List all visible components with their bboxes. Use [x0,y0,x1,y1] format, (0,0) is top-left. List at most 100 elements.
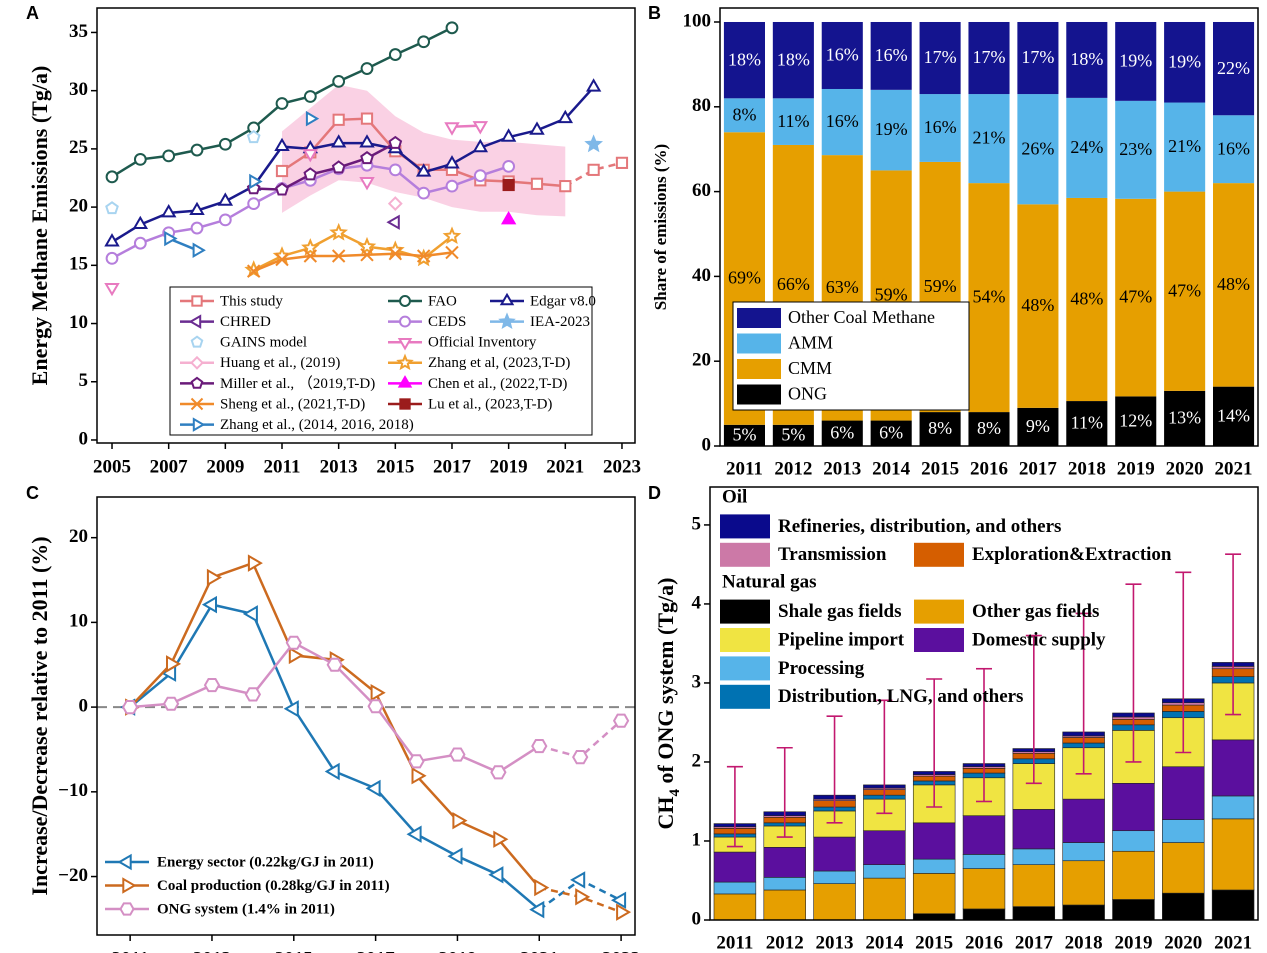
value-label: 26% [1021,138,1054,158]
value-label: 59% [924,276,957,296]
bar-segment [870,89,912,171]
bar-segment [1164,102,1206,192]
data-point [529,900,545,919]
legend-label: CHRED [220,314,271,330]
x-tick-label: 2019 [438,948,476,953]
data-point [305,110,320,127]
data-point [360,248,374,262]
x-tick-label: 2017 [1019,458,1058,479]
legend-swatch [737,333,781,354]
value-label: 8% [977,418,1001,438]
y-axis-label: Share of emissions (%) [651,144,670,310]
data-point [201,595,217,614]
y-tick-label: 5 [79,370,89,391]
data-point [411,767,427,785]
data-point [332,74,346,88]
data-point [105,170,119,184]
data-point [132,215,149,229]
legend-swatch [914,542,964,567]
x-tick-label: 2023 [602,948,640,953]
bar-segment [1062,904,1105,921]
legend-marker [119,902,135,916]
legend-marker [498,312,516,329]
bar-segment [1213,115,1255,184]
x-tick-label: 2021 [1214,932,1252,953]
bar-segment [1017,407,1059,446]
x-tick-label: 2014 [865,932,904,953]
legend-swatch [737,384,781,405]
data-point [615,156,629,169]
data-point [244,687,262,702]
data-point [203,678,221,693]
panel-letter: C [26,483,39,503]
data-point [331,160,346,174]
bar-segment [1066,401,1108,446]
y-axis-label-part: of ONG system (Tg/a) [653,578,678,789]
value-label: 48% [1021,295,1054,315]
legend-label: Official Inventory [428,335,537,351]
legend-label: IEA-2023 [530,314,590,330]
legend-label: Miller et al., （2019,T-D) [220,375,375,392]
value-label: 22% [1217,58,1250,78]
x-tick-label: 2015 [915,932,953,953]
plot-frame [96,496,636,936]
legend-label: GAINS model [220,335,307,351]
y-tick-label: 3 [692,671,702,692]
x-tick-label: 2018 [1065,932,1103,953]
value-label: 17% [924,47,957,67]
data-point [192,242,206,258]
data-point [133,236,147,250]
legend-marker [188,314,202,329]
value-label: 6% [879,422,903,442]
bar-segment [919,21,961,95]
y-axis-label: Increase/Decrease relative to 2011 (%) [27,536,52,895]
legend-swatch [720,656,770,681]
data-point [386,214,400,230]
series-line [253,251,453,273]
bar-segment [713,893,757,921]
bar-segment [1211,739,1255,797]
data-point [370,683,386,702]
x-tick-label: 2019 [490,456,528,477]
x-tick-label: 2023 [603,456,641,477]
x-tick-label: 2021 [1215,458,1253,479]
data-point [444,122,460,136]
data-point [490,765,507,780]
bar-segment [1012,848,1056,865]
x-tick-label: 2011 [112,948,149,953]
legend-label: Huang et al., (2019) [220,355,340,371]
legend-title: Natural gas [722,572,816,593]
data-point [416,249,431,263]
data-point [162,696,180,711]
legend-label: Refineries, distribution, and others [778,516,1061,537]
data-point [417,186,431,200]
x-tick-label: 2015 [275,948,313,953]
x-tick-label: 2007 [150,456,189,477]
panel-letter: B [648,3,661,23]
legend-marker [122,877,137,894]
y-tick-label: 35 [69,21,88,42]
value-label: 16% [1217,138,1250,158]
data-point [502,178,515,192]
data-point [365,779,381,798]
legend-marker [499,292,515,306]
data-point [472,138,489,153]
data-point [190,143,204,157]
panel-letter: A [26,3,39,23]
bar-segment [968,183,1010,413]
data-point [557,109,574,124]
bar-segment [772,424,814,446]
data-point [164,230,178,247]
bar-segment [723,98,765,133]
data-point [445,245,459,260]
bar-segment [912,913,956,921]
data-point [247,197,261,211]
data-point [417,35,431,49]
legend-swatch [720,684,770,709]
bar-segment [1164,390,1206,446]
legend-label: Other Coal Methane [788,307,935,327]
data-point [303,167,318,181]
legend-swatch [737,359,781,379]
data-point [326,657,343,672]
plot-frame [96,7,636,444]
